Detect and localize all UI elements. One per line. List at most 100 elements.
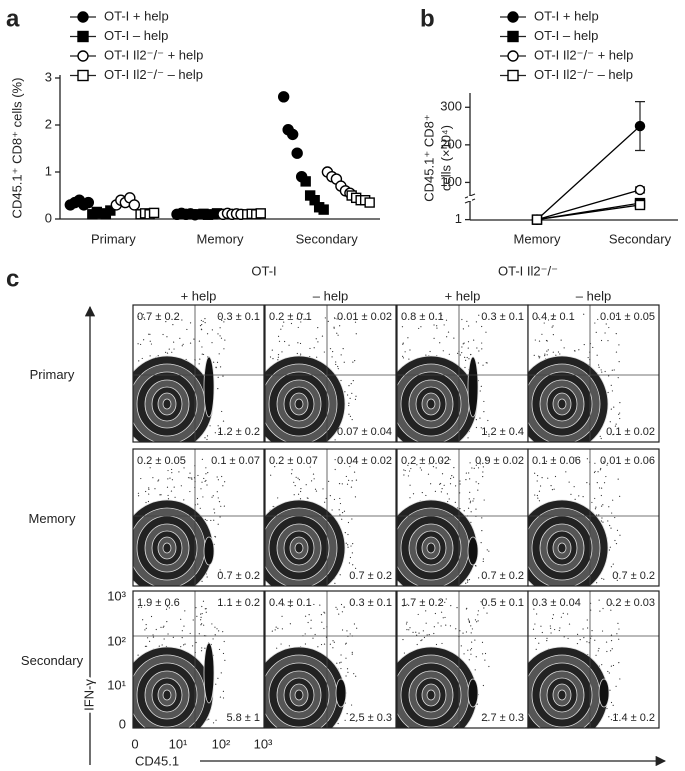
event-dot xyxy=(469,462,471,464)
event-dot xyxy=(430,483,432,485)
event-dot xyxy=(340,354,342,356)
event-dot xyxy=(573,486,575,488)
event-dot xyxy=(482,475,484,478)
event-dot xyxy=(344,643,347,645)
event-dot xyxy=(205,467,207,469)
event-dot xyxy=(184,610,186,612)
event-dot xyxy=(479,390,481,392)
event-dot xyxy=(533,608,535,610)
event-dot xyxy=(596,582,598,584)
event-dot xyxy=(470,353,472,356)
event-dot xyxy=(144,629,146,631)
event-dot xyxy=(137,495,140,497)
marker xyxy=(82,196,95,209)
event-dot xyxy=(401,326,404,328)
quadrant-value: 2.5 ± 0.3 xyxy=(349,712,392,724)
event-dot xyxy=(272,358,274,360)
event-dot xyxy=(547,477,549,479)
event-dot xyxy=(404,351,406,353)
marker xyxy=(105,205,116,216)
event-dot xyxy=(317,341,319,343)
event-dot xyxy=(603,461,605,463)
marker xyxy=(507,30,519,43)
event-dot xyxy=(347,521,350,524)
quadrant-value: 0.1 ± 0.07 xyxy=(211,455,260,467)
event-dot xyxy=(551,318,554,320)
event-dot xyxy=(600,487,603,489)
legend-label: OT-I Il2⁻/⁻ + help xyxy=(104,47,203,62)
event-dot xyxy=(334,459,336,461)
event-dot xyxy=(310,627,312,629)
event-dot xyxy=(608,672,610,674)
marker xyxy=(286,128,299,141)
y-tick-label: 3 xyxy=(45,69,52,84)
event-dot xyxy=(617,478,619,480)
event-dot xyxy=(331,356,333,358)
event-dot xyxy=(422,630,424,632)
event-dot xyxy=(603,482,606,484)
event-dot xyxy=(160,494,162,496)
event-dot xyxy=(538,340,541,342)
event-dot xyxy=(617,377,619,379)
quadrant-value: 0.9 ± 0.02 xyxy=(475,455,524,467)
quadrant-value: 0.2 ± 0.03 xyxy=(606,597,655,609)
quadrant-value: 1.7 ± 0.2 xyxy=(401,597,444,609)
contour xyxy=(294,689,304,701)
event-dot xyxy=(479,417,481,419)
event-dot xyxy=(218,648,221,651)
contour xyxy=(203,536,215,566)
event-dot xyxy=(297,493,300,495)
event-dot xyxy=(448,353,450,355)
event-dot xyxy=(208,718,210,720)
y-tick-label: 300 xyxy=(440,99,462,114)
event-dot xyxy=(181,636,183,639)
event-dot xyxy=(201,458,203,461)
event-dot xyxy=(150,343,153,345)
event-dot xyxy=(179,337,181,339)
event-dot xyxy=(146,637,149,639)
event-dot xyxy=(408,470,411,472)
event-dot xyxy=(204,480,206,483)
event-dot xyxy=(449,483,452,485)
event-dot xyxy=(300,490,302,493)
event-dot xyxy=(174,496,176,498)
event-dot xyxy=(348,413,350,415)
event-dot xyxy=(202,353,205,356)
x-tick-label: 0 xyxy=(131,736,138,751)
event-dot xyxy=(290,322,293,325)
marker xyxy=(77,69,89,82)
event-dot xyxy=(295,476,297,478)
event-dot xyxy=(481,325,483,328)
event-dot xyxy=(402,342,404,344)
event-dot xyxy=(143,317,145,319)
x-tick-label: Secondary xyxy=(609,231,672,246)
event-dot xyxy=(416,643,418,646)
quadrant-value: 0.1 ± 0.02 xyxy=(606,426,655,438)
event-dot xyxy=(332,350,334,353)
event-dot xyxy=(166,352,169,354)
event-dot xyxy=(337,368,339,370)
event-dot xyxy=(201,623,203,625)
event-dot xyxy=(166,621,168,623)
event-dot xyxy=(166,336,168,338)
event-dot xyxy=(619,401,621,404)
event-dot xyxy=(604,370,606,373)
quadrant-value: 0.07 ± 0.04 xyxy=(337,426,392,438)
event-dot xyxy=(568,623,571,625)
event-dot xyxy=(600,437,602,440)
event-dot xyxy=(222,697,225,699)
event-dot xyxy=(478,314,480,316)
event-dot xyxy=(421,639,423,641)
event-dot xyxy=(605,323,607,325)
event-dot xyxy=(435,643,438,646)
event-dot xyxy=(539,356,541,358)
event-dot xyxy=(158,479,160,481)
event-dot xyxy=(465,631,468,633)
event-dot xyxy=(222,375,224,377)
event-dot xyxy=(345,542,347,544)
event-dot xyxy=(546,637,548,639)
event-dot xyxy=(163,638,165,640)
x-axis-label: CD45.1 xyxy=(135,753,179,768)
legend-label: OT-I Il2⁻/⁻ + help xyxy=(534,47,633,62)
event-dot xyxy=(274,465,276,468)
